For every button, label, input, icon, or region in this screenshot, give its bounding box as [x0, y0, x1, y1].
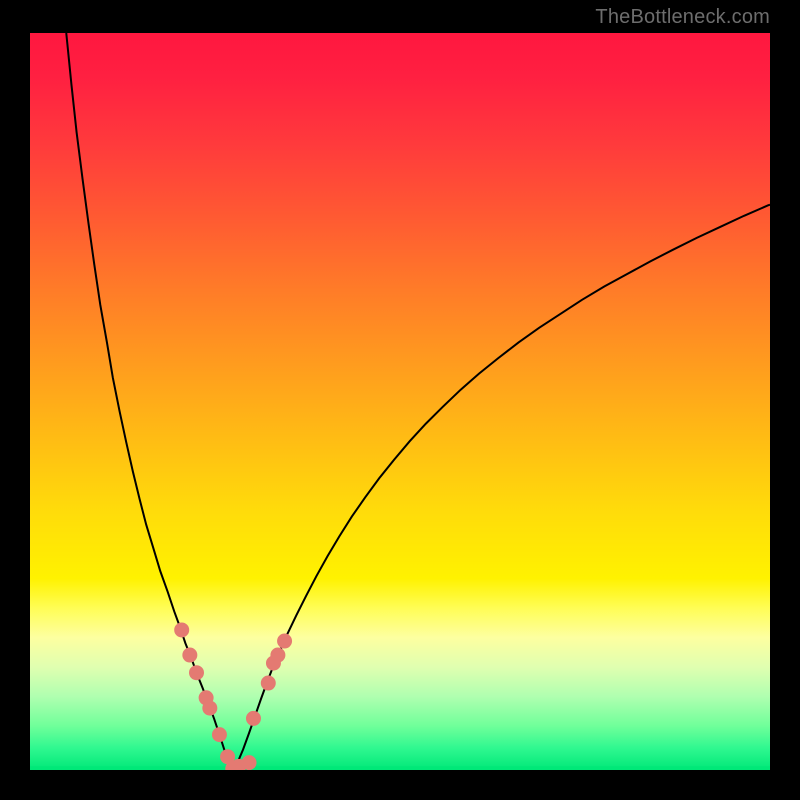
bottom-band	[30, 766, 770, 770]
plot-area	[30, 33, 770, 770]
data-marker	[271, 648, 285, 662]
marker-group	[175, 623, 292, 770]
data-marker	[183, 648, 197, 662]
data-marker	[246, 711, 260, 725]
data-marker	[242, 756, 256, 770]
right-curve	[233, 205, 770, 770]
data-marker	[278, 634, 292, 648]
curves-layer	[30, 33, 770, 770]
watermark: TheBottleneck.com	[595, 6, 770, 29]
data-marker	[261, 676, 275, 690]
data-marker	[175, 623, 189, 637]
data-marker	[212, 728, 226, 742]
data-marker	[190, 666, 204, 680]
data-marker	[203, 701, 217, 715]
left-curve	[66, 33, 233, 770]
